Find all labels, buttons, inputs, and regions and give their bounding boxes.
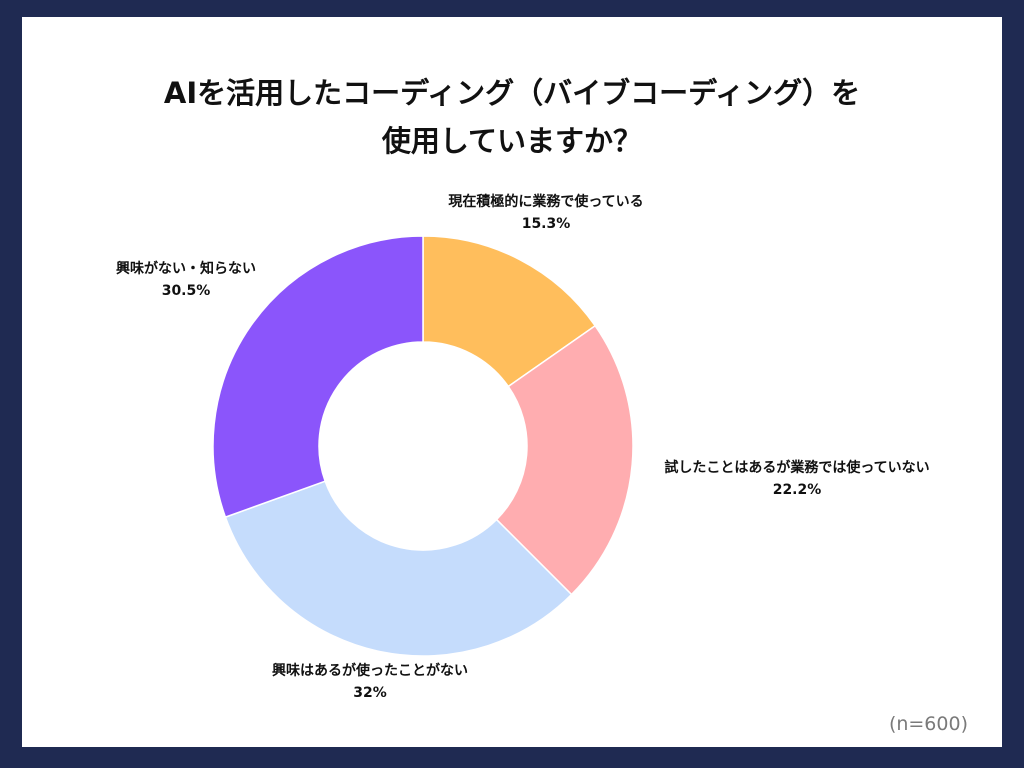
chart-title-line-2: 使用していますか？ [381, 124, 643, 158]
slice-label-1: 現在積極的に業務で使っている [448, 193, 643, 210]
sample-size-note: (n=600) [888, 713, 968, 735]
slice-value-label-1: 15.3% [522, 216, 571, 232]
slice-value-label-4: 30.5% [162, 283, 211, 299]
slice-label-2: 試したことはあるが業務では使っていない [664, 459, 929, 476]
slice-label-3: 興味はあるが使ったことがない [272, 662, 468, 679]
donut-slice-2 [495, 324, 634, 596]
donut-slice-1 [422, 235, 597, 388]
slice-label-4: 興味がない・知らない [116, 260, 256, 277]
slice-value-label-2: 22.2% [773, 482, 822, 498]
donut-slice-4 [212, 235, 424, 519]
donut-slice-3 [224, 480, 573, 657]
slice-value-label-3: 32% [353, 685, 387, 701]
chart-title-line-1: AIを活用したコーディング（バイブコーディング）を [163, 76, 861, 110]
